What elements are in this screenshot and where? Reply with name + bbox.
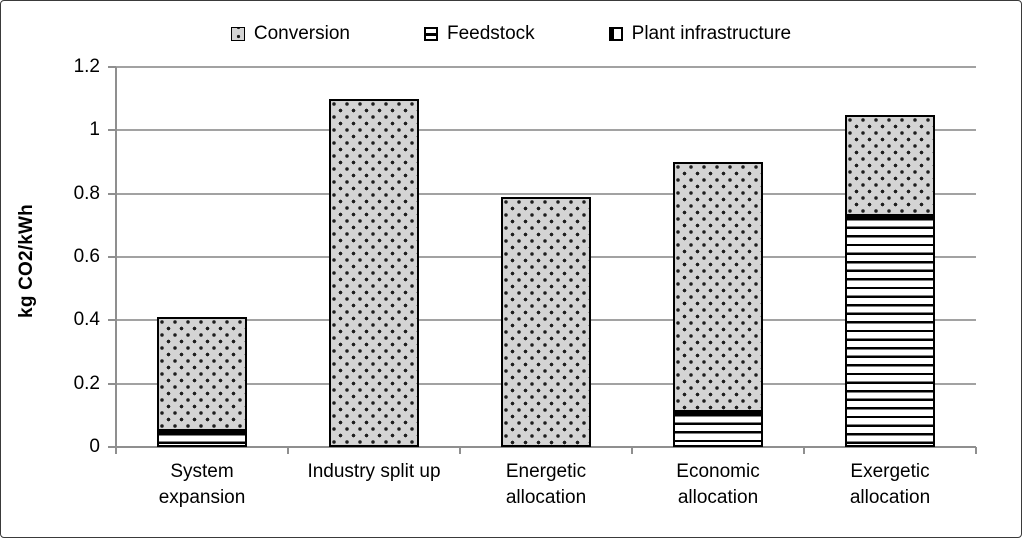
x-category-label: Exergetic allocation	[849, 461, 931, 508]
y-axis-tick	[108, 129, 116, 132]
conversion-pattern-icon	[230, 27, 245, 41]
x-axis-tick	[631, 447, 633, 454]
feedstock-pattern-icon	[423, 27, 438, 41]
y-tick-label: 0	[89, 436, 100, 457]
bar-segment-conversion	[673, 162, 763, 413]
y-tick-label: 0.4	[73, 309, 100, 331]
y-axis-tick	[108, 192, 116, 195]
x-category-label: Economic allocation	[676, 461, 760, 508]
legend-label-feedstock: Feedstock	[446, 23, 535, 44]
x-axis-tick	[975, 447, 977, 454]
x-category-label: System expansion	[158, 461, 246, 508]
x-axis-tick	[459, 447, 461, 454]
bar-segment-conversion	[329, 98, 419, 447]
y-tick-label: 0.2	[73, 372, 100, 394]
legend-label-plant-infrastructure: Plant infrastructure	[631, 23, 792, 44]
bar-segment-conversion	[501, 196, 591, 447]
chart-legend: Conversion Feedstock Plant infrastructur…	[1, 23, 1021, 45]
gridline	[116, 192, 976, 195]
legend-item-plant-infrastructure: Plant infrastructure	[608, 23, 792, 45]
y-axis-tick	[108, 66, 116, 68]
legend-label-conversion: Conversion	[253, 23, 350, 44]
x-axis-tick	[803, 447, 805, 454]
y-tick-label: 1.2	[73, 56, 100, 77]
x-axis-tick	[115, 447, 117, 454]
bar-segment-conversion	[157, 317, 247, 432]
gridline	[116, 129, 976, 132]
y-tick-label: 0.8	[73, 182, 100, 204]
x-category-label: Energetic allocation	[505, 461, 587, 508]
y-tick-label: 1	[89, 119, 100, 141]
bar-segment-conversion	[845, 114, 935, 216]
x-axis-tick	[287, 447, 289, 454]
y-axis-line	[115, 67, 117, 447]
legend-item-feedstock: Feedstock	[423, 23, 535, 45]
y-axis-tick	[108, 319, 116, 322]
gridline	[116, 66, 976, 68]
plant-infrastructure-pattern-icon	[608, 27, 623, 41]
y-axis-tick	[108, 256, 116, 258]
y-axis-tick	[108, 382, 116, 385]
bar-segment-feedstock	[673, 412, 763, 447]
bar-segment-feedstock	[845, 215, 935, 447]
x-axis-line	[116, 446, 976, 448]
y-tick-label: 0.6	[73, 246, 100, 267]
y-axis-tick	[108, 446, 116, 448]
bar-segment-feedstock	[157, 431, 247, 447]
legend-item-conversion: Conversion	[230, 23, 350, 45]
x-category-label: Industry split up	[307, 461, 441, 482]
